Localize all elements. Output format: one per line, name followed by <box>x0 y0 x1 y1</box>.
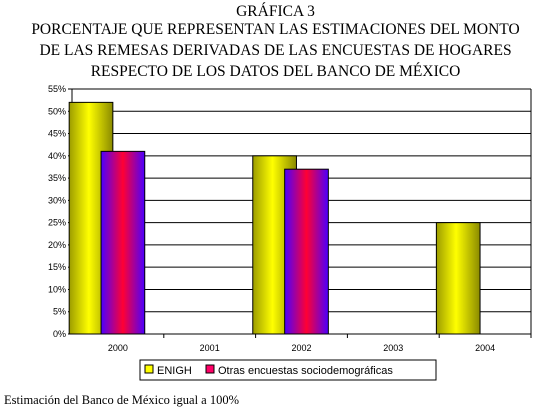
chart-heading-line-1: GRÁFICA 3 <box>236 3 315 20</box>
x-tick-label: 2001 <box>200 343 220 353</box>
bars <box>68 101 481 335</box>
legend: ENIGH Otras encuestas sociodemográficas <box>139 359 437 381</box>
footnote: Estimación del Banco de México igual a 1… <box>4 393 240 407</box>
y-tick-label: 10% <box>48 284 66 294</box>
legend-swatch-otras <box>205 364 215 374</box>
y-tick-label: 15% <box>48 262 66 272</box>
bar-otras-2002 <box>284 168 329 335</box>
y-tick-label: 35% <box>48 173 66 183</box>
y-tick-label: 50% <box>48 106 66 116</box>
x-tick-label: 2004 <box>475 343 495 353</box>
legend-label-enigh: ENIGH <box>157 365 192 377</box>
legend-swatch-enigh <box>144 364 154 374</box>
y-tick-label: 25% <box>48 218 66 228</box>
x-tick-label: 2000 <box>108 343 128 353</box>
x-tick-label: 2002 <box>291 343 311 353</box>
chart-heading-line-4: RESPECTO DE LOS DATOS DEL BANCO DE MÉXIC… <box>90 63 461 80</box>
y-tick-label: 40% <box>48 151 66 161</box>
y-tick-label: 20% <box>48 240 66 250</box>
y-tick-label: 30% <box>48 195 66 205</box>
chart-heading-line-2: PORCENTAJE QUE REPRESENTAN LAS ESTIMACIO… <box>31 21 520 38</box>
x-tick-label: 2003 <box>383 343 403 353</box>
bar-enigh-2004 <box>435 222 481 335</box>
bar-otras-2000 <box>100 150 146 335</box>
y-tick-label: 5% <box>53 307 66 317</box>
y-tick-label: 0% <box>53 329 66 339</box>
tick-labels: 0% 5% 10% 15% 20% 25% 30% 35% 40% 45% 50% 55% 2000 20… <box>48 84 495 353</box>
y-tick-label: 45% <box>48 129 66 139</box>
y-tick-label: 55% <box>48 84 66 94</box>
legend-label-otras: Otras encuestas sociodemográficas <box>218 365 393 377</box>
chart-heading-line-3: DE LAS REMESAS DERIVADAS DE LAS ENCUESTA… <box>39 42 512 59</box>
